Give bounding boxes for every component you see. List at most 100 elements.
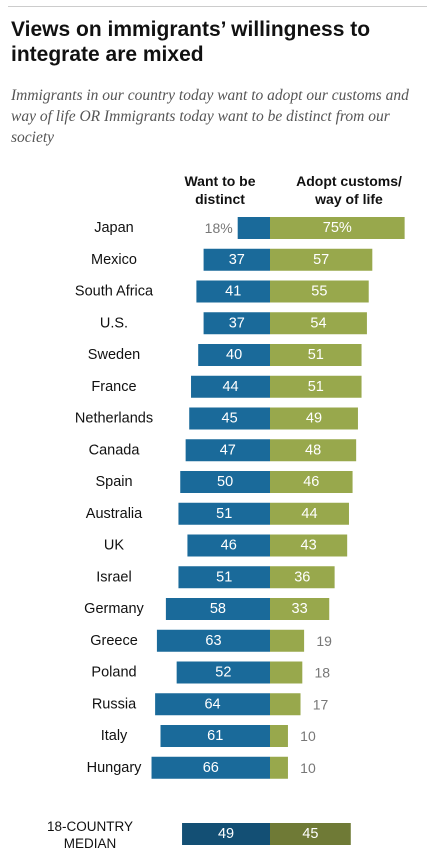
bar-distinct-hungary (151, 756, 270, 779)
bar-adopt-france (270, 375, 362, 398)
category-label-israel: Israel (96, 569, 131, 585)
category-label-france: France (91, 379, 136, 395)
value-label-distinct-israel: 51 (216, 569, 232, 585)
category-label-australia: Australia (86, 506, 143, 522)
value-label-adopt-poland: 18 (315, 665, 331, 681)
category-label-mexico: Mexico (91, 252, 137, 268)
median-label-line2: MEDIAN (63, 836, 117, 851)
bar-adopt-russia (270, 693, 301, 716)
value-label-adopt-russia: 17 (313, 696, 329, 712)
category-label-u-s: U.S. (100, 315, 128, 331)
bar-adopt-greece (270, 629, 305, 652)
value-label-adopt-japan: 75% (323, 220, 352, 236)
value-label-median-distinct: 49 (218, 826, 234, 842)
value-label-adopt-canada: 48 (305, 442, 321, 458)
value-label-median-adopt: 45 (302, 826, 318, 842)
bar-adopt-hungary (270, 756, 288, 779)
column-header-distinct-line2: distinct (195, 191, 245, 207)
category-label-netherlands: Netherlands (75, 411, 153, 427)
bar-adopt-japan (270, 217, 405, 239)
bar-adopt-uk (270, 534, 348, 557)
median-label-line1: 18-COUNTRY (46, 819, 134, 834)
value-label-adopt-italy: 10 (300, 728, 316, 744)
bar-distinct-south-africa (196, 280, 270, 303)
bar-distinct-australia (178, 502, 270, 525)
value-label-adopt-uk: 43 (301, 538, 317, 554)
value-label-adopt-greece: 19 (316, 633, 332, 649)
category-label-germany: Germany (84, 601, 144, 617)
chart-subtitle: Immigrants in our country today want to … (11, 87, 409, 146)
category-label-spain: Spain (95, 474, 132, 490)
category-label-south-africa: South Africa (75, 284, 154, 300)
bar-adopt-netherlands (270, 407, 358, 430)
value-label-adopt-australia: 44 (301, 506, 317, 522)
bar-distinct-mexico (203, 248, 270, 271)
category-label-uk: UK (104, 538, 124, 554)
bar-adopt-sweden (270, 344, 362, 366)
bar-distinct-canada (185, 439, 270, 462)
value-label-distinct-sweden: 40 (226, 347, 242, 363)
bar-adopt-italy (270, 725, 288, 747)
chart-title: Views on immigrants’ willingness to inte… (11, 18, 371, 66)
value-label-adopt-spain: 46 (303, 474, 319, 490)
bar-adopt-poland (270, 661, 303, 684)
value-label-distinct-germany: 58 (210, 601, 226, 617)
value-label-adopt-netherlands: 49 (306, 411, 322, 427)
category-label-hungary: Hungary (87, 760, 143, 776)
category-label-russia: Russia (92, 696, 137, 712)
value-label-distinct-hungary: 66 (203, 760, 219, 776)
value-label-adopt-mexico: 57 (313, 252, 329, 268)
column-header-distinct-line1: Want to be (184, 173, 256, 189)
value-label-adopt-south-africa: 55 (311, 284, 327, 300)
bar-distinct-russia (155, 693, 270, 716)
value-label-distinct-mexico: 37 (229, 252, 245, 268)
value-label-distinct-uk: 46 (221, 538, 237, 554)
category-label-sweden: Sweden (88, 347, 140, 363)
bar-adopt-israel (270, 566, 335, 589)
category-label-greece: Greece (90, 633, 138, 649)
bar-distinct-poland (176, 661, 270, 684)
value-label-distinct-greece: 63 (205, 633, 221, 649)
value-label-adopt-germany: 33 (292, 601, 308, 617)
value-label-adopt-france: 51 (308, 379, 324, 395)
bar-distinct-uk (187, 534, 270, 557)
bar-distinct-italy (160, 725, 270, 747)
bar-distinct-sweden (198, 344, 270, 366)
median-label: 18-COUNTRY MEDIAN (30, 818, 150, 852)
column-header-adopt-line1: Adopt customs/ (296, 173, 402, 189)
value-label-adopt-israel: 36 (294, 569, 310, 585)
bar-distinct-spain (180, 471, 270, 493)
value-label-distinct-netherlands: 45 (222, 411, 238, 427)
category-label-italy: Italy (101, 728, 128, 744)
bar-distinct-france (191, 375, 270, 398)
bar-distinct-u-s (203, 312, 270, 335)
value-label-adopt-u-s: 54 (310, 315, 326, 331)
bar-adopt-germany (270, 598, 330, 620)
value-label-adopt-hungary: 10 (300, 760, 316, 776)
bar-distinct-germany (165, 598, 270, 620)
value-label-distinct-south-africa: 41 (225, 284, 241, 300)
value-label-distinct-japan: 18% (205, 220, 233, 236)
bar-adopt-canada (270, 439, 357, 462)
bar-distinct-netherlands (189, 407, 270, 430)
bar-distinct-israel (178, 566, 270, 589)
bar-adopt-mexico (270, 248, 373, 271)
bar-adopt-south-africa (270, 280, 369, 303)
value-label-distinct-poland: 52 (215, 665, 231, 681)
column-header-distinct: Want to be distinct (160, 172, 280, 208)
category-label-japan: Japan (94, 220, 134, 236)
column-header-adopt-line2: way of life (315, 191, 383, 207)
top-rule (8, 6, 427, 7)
value-label-distinct-spain: 50 (217, 474, 233, 490)
category-label-poland: Poland (91, 665, 136, 681)
bar-median-adopt (270, 823, 351, 845)
value-label-distinct-france: 44 (222, 379, 238, 395)
value-label-distinct-u-s: 37 (229, 315, 245, 331)
bar-distinct-greece (156, 629, 270, 652)
column-header-adopt: Adopt customs/ way of life (284, 172, 414, 208)
bar-adopt-australia (270, 502, 349, 525)
value-label-distinct-australia: 51 (216, 506, 232, 522)
bar-distinct-japan (237, 217, 270, 239)
bar-adopt-spain (270, 471, 353, 493)
